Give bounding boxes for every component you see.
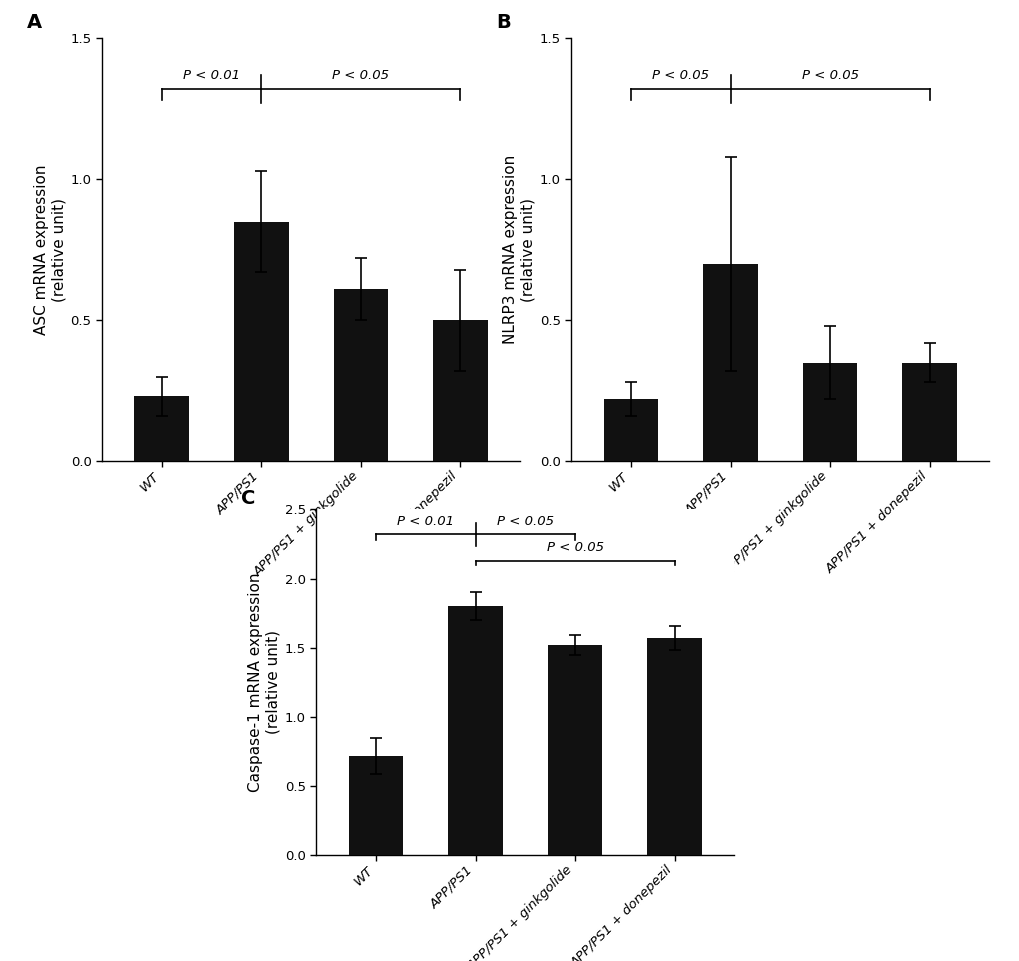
Text: C: C <box>240 488 255 507</box>
Text: P < 0.05: P < 0.05 <box>496 515 553 528</box>
Bar <box>647 638 701 855</box>
Text: A: A <box>26 13 42 32</box>
Bar <box>902 362 956 461</box>
Bar <box>233 222 288 461</box>
Text: B: B <box>495 13 511 32</box>
Bar <box>447 606 502 855</box>
Text: P < 0.05: P < 0.05 <box>546 541 603 554</box>
Bar <box>333 289 388 461</box>
Bar <box>802 362 857 461</box>
Bar <box>348 755 403 855</box>
Y-axis label: NLRP3 mRNA expression
(relative unit): NLRP3 mRNA expression (relative unit) <box>502 156 535 344</box>
Y-axis label: ASC mRNA expression
(relative unit): ASC mRNA expression (relative unit) <box>34 164 66 335</box>
Bar <box>547 645 602 855</box>
Text: P < 0.01: P < 0.01 <box>396 515 453 528</box>
Bar <box>702 264 757 461</box>
Bar <box>433 320 487 461</box>
Text: P < 0.05: P < 0.05 <box>332 68 389 82</box>
Y-axis label: Caspase-1 mRNA expression
(relative unit): Caspase-1 mRNA expression (relative unit… <box>248 573 280 792</box>
Text: P < 0.05: P < 0.05 <box>801 68 858 82</box>
Text: P < 0.01: P < 0.01 <box>182 68 239 82</box>
Bar <box>135 397 189 461</box>
Bar <box>603 399 657 461</box>
Text: P < 0.05: P < 0.05 <box>651 68 708 82</box>
